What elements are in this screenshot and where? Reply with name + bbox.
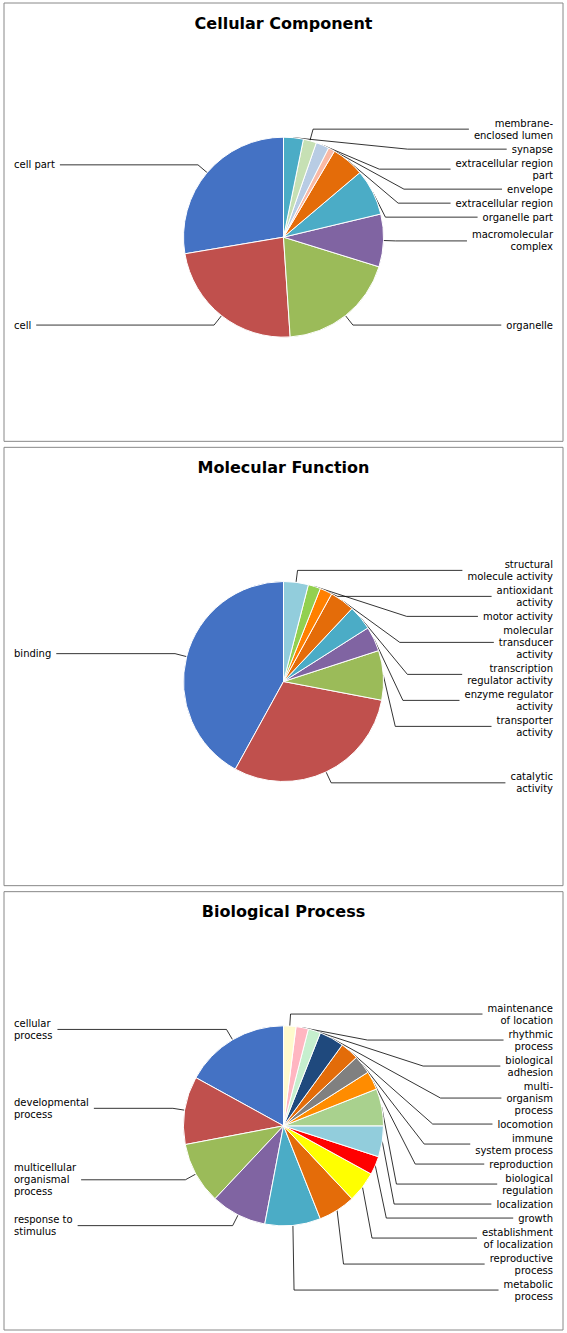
svg-text:extracellular region: extracellular region	[456, 198, 553, 209]
svg-text:rhythmic: rhythmic	[509, 1029, 553, 1040]
svg-text:macromolecular: macromolecular	[472, 229, 554, 240]
svg-text:organelle: organelle	[506, 320, 553, 331]
svg-text:multicellular: multicellular	[14, 1162, 77, 1173]
svg-text:antioxidant: antioxidant	[497, 585, 553, 596]
svg-text:membrane-: membrane-	[495, 118, 554, 129]
svg-text:process: process	[14, 1030, 52, 1041]
svg-text:part: part	[532, 170, 553, 181]
svg-text:activity: activity	[516, 783, 553, 794]
svg-text:maintenance: maintenance	[487, 1003, 553, 1014]
svg-text:response to: response to	[14, 1214, 73, 1225]
svg-text:adhesion: adhesion	[508, 1067, 553, 1078]
svg-text:process: process	[14, 1109, 52, 1120]
svg-text:of location: of location	[501, 1015, 554, 1026]
svg-text:catalytic: catalytic	[510, 771, 553, 782]
svg-text:process: process	[515, 1041, 553, 1052]
svg-text:multi-: multi-	[524, 1081, 554, 1092]
svg-text:Molecular Function: Molecular Function	[198, 458, 370, 477]
svg-text:activity: activity	[516, 727, 553, 738]
svg-text:complex: complex	[511, 241, 553, 252]
svg-text:extracellular region: extracellular region	[456, 158, 553, 169]
svg-text:molecule activity: molecule activity	[467, 571, 553, 582]
svg-text:synapse: synapse	[512, 144, 553, 155]
svg-text:stimulus: stimulus	[14, 1226, 56, 1237]
svg-text:reproduction: reproduction	[489, 1159, 553, 1170]
svg-text:enclosed lumen: enclosed lumen	[474, 130, 553, 141]
svg-text:locomotion: locomotion	[497, 1119, 553, 1130]
svg-text:of localization: of localization	[484, 1239, 553, 1250]
svg-text:transcription: transcription	[489, 663, 553, 674]
svg-text:metabolic: metabolic	[504, 1279, 553, 1290]
svg-text:cell part: cell part	[14, 159, 55, 170]
svg-text:transporter: transporter	[497, 715, 554, 726]
svg-text:process: process	[515, 1291, 553, 1302]
svg-text:binding: binding	[14, 648, 51, 659]
svg-text:system process: system process	[475, 1145, 553, 1156]
svg-text:immune: immune	[512, 1133, 553, 1144]
svg-text:activity: activity	[516, 649, 553, 660]
svg-text:transducer: transducer	[499, 637, 554, 648]
svg-text:enzyme regulator: enzyme regulator	[464, 689, 553, 700]
svg-text:organism: organism	[506, 1093, 553, 1104]
svg-text:growth: growth	[518, 1213, 553, 1224]
svg-text:activity: activity	[516, 701, 553, 712]
svg-text:envelope: envelope	[507, 184, 553, 195]
svg-text:organelle part: organelle part	[483, 212, 553, 223]
svg-text:cellular: cellular	[14, 1018, 51, 1029]
svg-text:motor activity: motor activity	[483, 611, 553, 622]
svg-text:Biological Process: Biological Process	[202, 902, 365, 921]
svg-text:activity: activity	[516, 597, 553, 608]
svg-text:biological: biological	[505, 1055, 553, 1066]
svg-text:establishment: establishment	[482, 1227, 553, 1238]
svg-text:process: process	[515, 1105, 553, 1116]
svg-text:regulation: regulation	[502, 1185, 553, 1196]
svg-text:localization: localization	[496, 1199, 553, 1210]
svg-text:developmental: developmental	[14, 1097, 89, 1108]
svg-text:biological: biological	[505, 1173, 553, 1184]
svg-text:structural: structural	[505, 559, 553, 570]
svg-text:organismal: organismal	[14, 1174, 70, 1185]
svg-text:process: process	[515, 1265, 553, 1276]
svg-text:reproductive: reproductive	[490, 1253, 553, 1264]
svg-text:cell: cell	[14, 320, 31, 331]
svg-text:Cellular Component: Cellular Component	[195, 14, 373, 33]
svg-text:process: process	[14, 1186, 52, 1197]
svg-text:regulator activity: regulator activity	[467, 675, 553, 686]
svg-text:molecular: molecular	[503, 625, 554, 636]
